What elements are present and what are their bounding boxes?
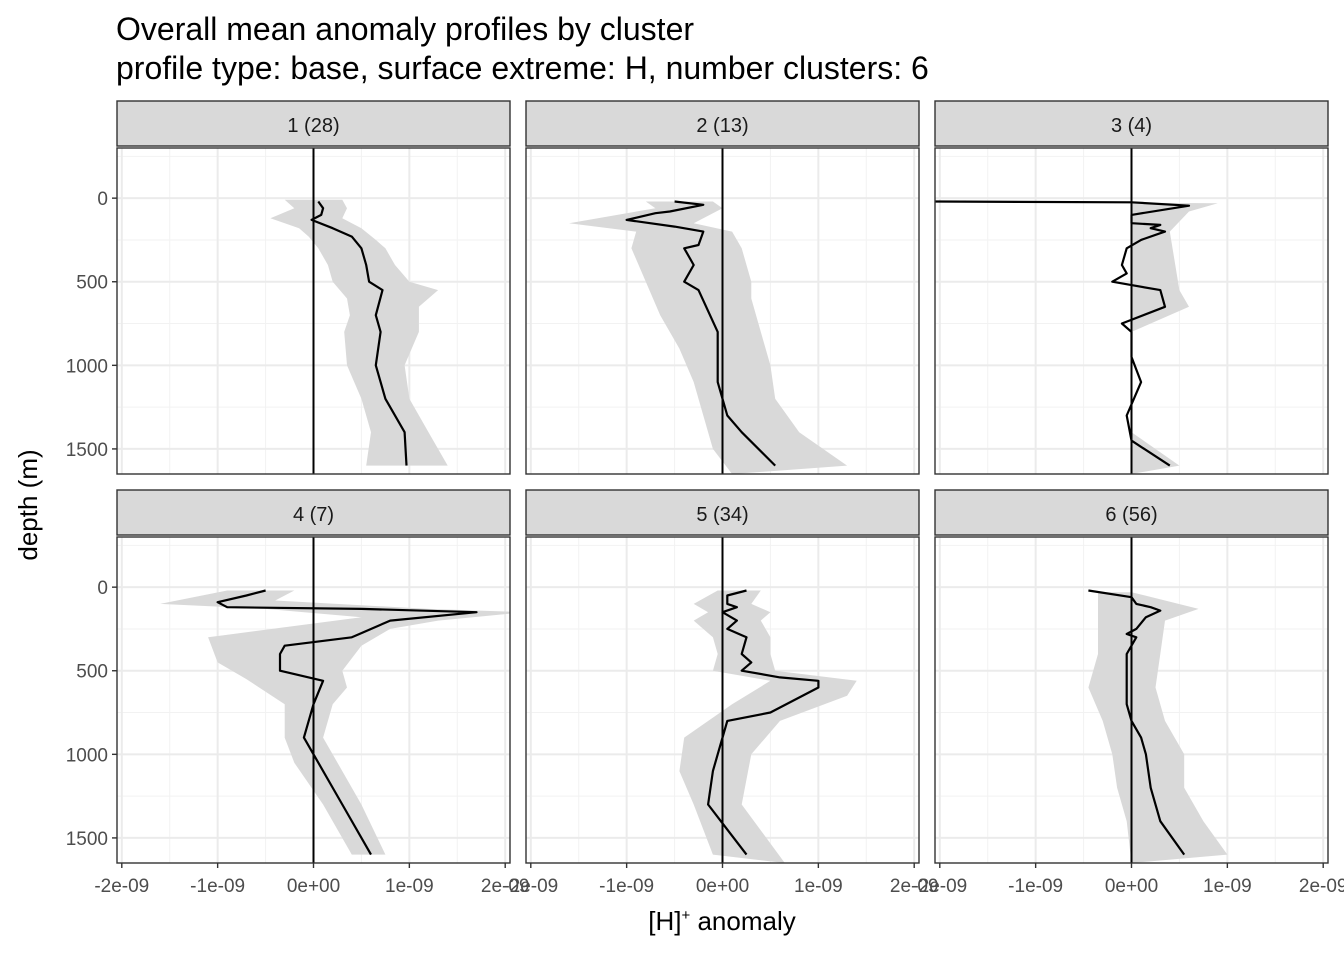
facet-grid: 1 (28) 0 500 1000 1500 2 (13) 3 (4) 4 (7) 0 500 10… [66,100,1344,897]
panel-data [569,148,848,474]
panel-data [270,148,448,474]
facet-strip-label: 6 (56) [1105,504,1157,526]
x-tick-label: -2e-09 [503,876,558,897]
mean-profile-line [625,200,776,467]
y-axis-title: depth (m) [13,449,43,560]
x-axis-title-main: [H] [648,906,681,936]
facet-strip [116,100,511,147]
facet-panel-1: 1 (28) 0 500 1000 1500 [66,100,511,475]
x-tick-label: 0e+00 [287,876,340,897]
confidence-ribbon [160,590,510,855]
confidence-ribbon [935,201,1218,474]
x-tick-label: -1e-09 [190,876,245,897]
panel-border [116,147,511,475]
confidence-ribbon [1088,592,1228,863]
x-axis-title: [H]+ anomaly [648,906,796,936]
panel-data [935,148,1218,474]
x-tick-label: 1e-09 [794,876,843,897]
panel-border [525,147,920,475]
confidence-ribbon [679,590,857,863]
x-tick-label: -2e-09 [912,876,967,897]
facet-strip-label: 2 (13) [696,115,748,137]
facet-panel-6: 6 (56) -2e-09 -1e-09 0e+00 1e-09 2e-09 [912,489,1344,897]
facet-panel-2: 2 (13) [525,100,920,475]
confidence-ribbon [270,199,448,466]
y-tick-label: 1000 [66,356,108,377]
x-tick-label: 1e-09 [385,876,434,897]
x-tick-label: -1e-09 [1008,876,1063,897]
y-tick-label: 1500 [66,829,108,850]
x-tick-label: 0e+00 [1105,876,1158,897]
chart-title-line2: profile type: base, surface extreme: H, … [116,50,929,86]
y-tick-label: 500 [76,273,108,294]
facet-strip-label: 5 (34) [696,504,748,526]
facet-strip-label: 1 (28) [287,115,339,137]
mean-profile-line [1088,589,1186,856]
y-tick-label: 500 [76,662,108,683]
y-tick-label: 1000 [66,745,108,766]
mean-profile-line [935,200,1191,467]
chart-title-line1: Overall mean anomaly profiles by cluster [116,11,694,47]
mean-profile-line [216,589,478,856]
facet-strip-label: 4 (7) [293,504,334,526]
facet-strip [934,100,1329,147]
facet-strip-label: 3 (4) [1111,115,1152,137]
facet-panel-3: 3 (4) [934,100,1329,475]
facet-panel-5: 5 (34) -2e-09 -1e-09 0e+00 1e-09 2e-09 [503,489,939,897]
x-axis-title-rest: anomaly [690,906,796,936]
x-tick-label: -1e-09 [599,876,654,897]
panel-border [934,147,1329,475]
y-tick-label: 0 [97,578,108,599]
facet-strip [934,489,1329,536]
y-tick-label: 1500 [66,440,108,461]
x-tick-label: 2e-09 [481,876,530,897]
x-tick-label: 2e-09 [890,876,939,897]
panel-data [160,537,510,863]
panel-data [679,537,857,863]
x-tick-label: 2e-09 [1299,876,1344,897]
x-tick-label: -2e-09 [94,876,149,897]
y-tick-label: 0 [97,189,108,210]
mean-profile-line [706,589,820,856]
facet-panel-4: 4 (7) 0 500 1000 1500 -2e-09 -1e-09 0e+00 1e-09 2… [66,489,530,897]
x-axis-title-superscript: + [681,907,690,924]
facet-strip [525,489,920,536]
facet-strip [116,489,511,536]
panel-data [1088,537,1228,863]
mean-profile-line [310,200,408,466]
x-tick-label: 1e-09 [1203,876,1252,897]
confidence-ribbon [569,201,848,474]
x-tick-label: 0e+00 [696,876,749,897]
facet-strip [525,100,920,147]
